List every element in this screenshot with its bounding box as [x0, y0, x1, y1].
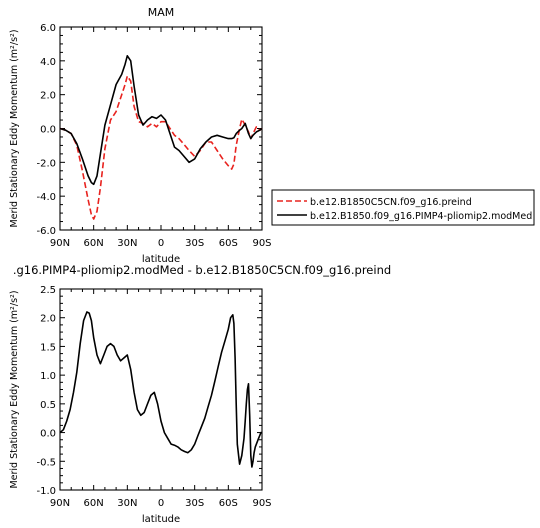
y-tick-label: 2.0	[40, 91, 56, 102]
series-line-2	[59, 54, 263, 186]
y-tick-label: -4.0	[36, 192, 56, 203]
x-tick-label: 90N	[50, 238, 70, 249]
y-axis-label: Merid Stationary Eddy Momentum (m²/s²)	[9, 290, 20, 488]
x-tick-label: 0	[158, 238, 164, 249]
y-tick-label: 4.0	[40, 57, 56, 68]
y-tick-label: -0.5	[36, 457, 56, 468]
y-tick-label: -6.0	[36, 226, 56, 237]
series-line-1	[59, 311, 262, 468]
y-tick-label: 2.0	[40, 314, 56, 325]
x-tick-label: 30N	[117, 498, 137, 509]
series-line-1	[59, 75, 263, 220]
x-tick-label: 90S	[252, 498, 271, 509]
x-tick-label: 60S	[219, 238, 238, 249]
x-tick-label: 30S	[185, 238, 204, 249]
legend-box	[271, 189, 535, 226]
x-tick-label: 30S	[185, 498, 204, 509]
y-axis-label-unit: (m²/s²)	[9, 290, 20, 322]
x-axis-label: latitude	[142, 514, 180, 525]
chart-title: .g16.PIMP4-pliomip2.modMed - b.e12.B1850…	[13, 263, 391, 277]
legend-label-1: b.e12.B1850C5CN.f09_g16.preind	[310, 197, 472, 208]
y-tick-label: 0.5	[40, 400, 56, 411]
y-tick-label: -2.0	[36, 158, 56, 169]
x-tick-label: 60N	[84, 238, 104, 249]
y-axis-label-main: Merid Stationary Eddy Momentum	[9, 323, 20, 489]
y-axis-label-main: Merid Stationary Eddy Momentum	[9, 62, 20, 228]
chart-title: MAM	[148, 6, 175, 19]
x-axis-label: latitude	[142, 254, 180, 265]
y-tick-label: 0.0	[40, 429, 56, 440]
y-tick-label: -1.0	[36, 486, 56, 497]
y-tick-label: 1.5	[40, 342, 56, 353]
x-tick-label: 0	[158, 498, 164, 509]
y-axis-label: Merid Stationary Eddy Momentum (m²/s²)	[9, 29, 20, 227]
legend-label-2: b.e12.B1850.f09_g16.PIMP4-pliomip2.modMe…	[310, 211, 532, 222]
x-tick-label: 90N	[50, 498, 70, 509]
y-tick-label: 0.0	[40, 125, 56, 136]
x-tick-label: 30N	[117, 238, 137, 249]
x-tick-label: 60S	[219, 498, 238, 509]
x-tick-label: 60N	[84, 498, 104, 509]
y-axis-label-unit: (m²/s²)	[9, 29, 20, 61]
y-tick-label: 6.0	[40, 23, 56, 34]
plot-frame	[59, 26, 263, 231]
x-tick-label: 90S	[252, 238, 271, 249]
y-tick-label: 2.5	[40, 285, 56, 296]
y-tick-label: 1.0	[40, 371, 56, 382]
